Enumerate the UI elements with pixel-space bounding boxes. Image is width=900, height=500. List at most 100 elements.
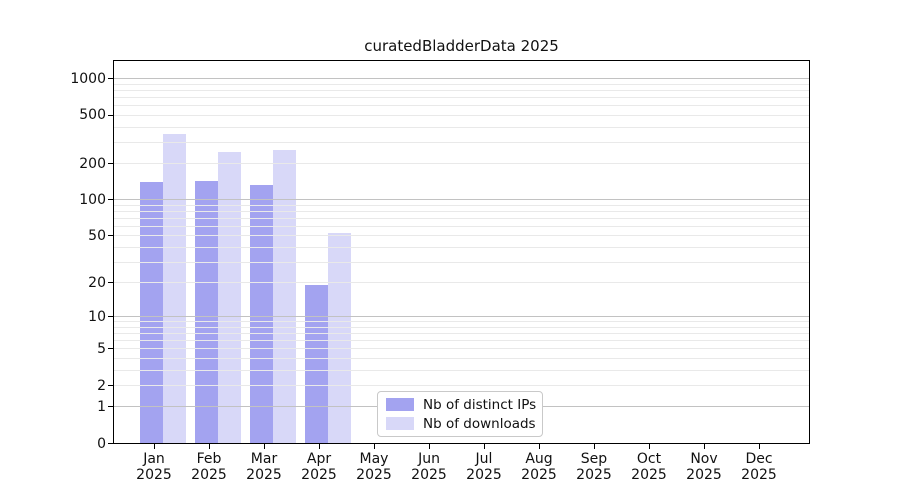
legend-swatch-distinct-ips xyxy=(386,398,414,411)
y-tick-label: 5 xyxy=(97,340,106,357)
x-tick-month: Mar xyxy=(250,451,278,467)
x-tick-mark xyxy=(758,444,760,449)
x-tick-year: 2025 xyxy=(741,467,777,483)
minor-gridline xyxy=(113,348,810,350)
legend-item-distinct-ips: Nb of distinct IPs xyxy=(386,396,537,413)
x-tick-year: 2025 xyxy=(301,467,337,483)
x-tick-label: Feb 2025 xyxy=(177,451,241,483)
y-tick-mark xyxy=(108,443,113,444)
x-tick-label: May 2025 xyxy=(342,451,406,483)
minor-gridline xyxy=(113,282,810,284)
y-tick-label: 100 xyxy=(79,191,106,208)
x-tick-year: 2025 xyxy=(356,467,392,483)
y-tick-mark xyxy=(108,163,113,165)
major-gridline xyxy=(113,199,810,201)
minor-gridline xyxy=(113,204,810,206)
x-tick-year: 2025 xyxy=(686,467,722,483)
y-tick-label: 500 xyxy=(79,107,106,124)
y-tick-label: 50 xyxy=(88,227,106,244)
x-tick-label: Jan 2025 xyxy=(122,451,186,483)
bar-distinct-ips-mar xyxy=(250,185,273,444)
x-tick-mark xyxy=(538,444,540,449)
x-tick-year: 2025 xyxy=(631,467,667,483)
major-gridline xyxy=(113,316,810,318)
x-tick-mark xyxy=(428,444,430,449)
x-tick-mark xyxy=(318,444,320,449)
x-tick-mark xyxy=(703,444,705,449)
y-tick-mark xyxy=(108,78,113,80)
minor-gridline xyxy=(113,141,810,143)
y-tick-mark xyxy=(108,385,113,387)
minor-gridline xyxy=(113,327,810,329)
legend: Nb of distinct IPs Nb of downloads xyxy=(377,391,543,437)
y-tick-mark xyxy=(108,114,113,116)
y-tick-mark xyxy=(108,282,113,284)
x-tick-mark xyxy=(153,444,155,449)
legend-swatch-downloads xyxy=(386,417,414,430)
bar-downloads-feb xyxy=(218,151,241,444)
x-tick-label: Jul 2025 xyxy=(452,451,516,483)
minor-gridline xyxy=(113,226,810,228)
minor-gridline xyxy=(113,385,810,387)
minor-gridline xyxy=(113,247,810,248)
legend-label-downloads: Nb of downloads xyxy=(423,415,536,432)
x-tick-label: Aug 2025 xyxy=(507,451,571,483)
y-tick-label: 0 xyxy=(97,435,106,452)
bar-downloads-apr xyxy=(328,232,351,444)
minor-gridline xyxy=(113,369,810,371)
minor-gridline xyxy=(113,105,810,107)
x-tick-mark xyxy=(483,444,485,449)
bar-distinct-ips-jan xyxy=(140,181,163,444)
y-tick-label: 2 xyxy=(97,377,106,394)
legend-label-distinct-ips: Nb of distinct IPs xyxy=(423,396,537,413)
y-tick-mark xyxy=(108,348,113,350)
x-tick-month: Jul xyxy=(475,451,493,467)
minor-gridline xyxy=(113,261,810,263)
y-tick-mark xyxy=(108,235,113,237)
y-tick-mark xyxy=(108,199,113,201)
x-tick-label: Mar 2025 xyxy=(232,451,296,483)
minor-gridline xyxy=(113,333,810,335)
bar-distinct-ips-feb xyxy=(195,180,218,444)
x-tick-month: Feb xyxy=(196,451,222,467)
chart-title: curatedBladderData 2025 xyxy=(364,37,559,55)
bar-downloads-mar xyxy=(273,149,296,444)
x-tick-month: Aug xyxy=(525,451,553,467)
x-tick-mark xyxy=(373,444,375,449)
x-tick-month: Oct xyxy=(636,451,662,467)
x-tick-label: Jun 2025 xyxy=(397,451,461,483)
minor-gridline xyxy=(113,211,810,213)
y-tick-label: 1000 xyxy=(70,70,106,87)
major-gridline xyxy=(113,78,810,80)
x-tick-year: 2025 xyxy=(521,467,557,483)
x-tick-year: 2025 xyxy=(466,467,502,483)
minor-gridline xyxy=(113,90,810,92)
x-tick-mark xyxy=(593,444,595,449)
minor-gridline xyxy=(113,235,810,237)
minor-gridline xyxy=(113,126,810,128)
legend-item-downloads: Nb of downloads xyxy=(386,415,536,432)
x-tick-month: Dec xyxy=(745,451,773,467)
y-tick-mark xyxy=(108,316,113,318)
minor-gridline xyxy=(113,358,810,360)
x-tick-label: Apr 2025 xyxy=(287,451,351,483)
y-tick-mark xyxy=(108,406,113,408)
x-tick-year: 2025 xyxy=(246,467,282,483)
minor-gridline xyxy=(113,163,810,165)
bar-downloads-jan xyxy=(163,134,186,444)
minor-gridline xyxy=(113,83,810,85)
x-tick-label: Nov 2025 xyxy=(672,451,736,483)
x-tick-mark xyxy=(263,444,265,449)
x-tick-mark xyxy=(208,444,210,449)
x-tick-month: May xyxy=(359,451,389,467)
x-tick-year: 2025 xyxy=(191,467,227,483)
x-tick-label: Oct 2025 xyxy=(617,451,681,483)
bar-distinct-ips-apr xyxy=(305,285,328,444)
x-tick-label: Dec 2025 xyxy=(727,451,791,483)
y-tick-label: 1 xyxy=(97,398,106,415)
minor-gridline xyxy=(113,340,810,342)
x-tick-month: Nov xyxy=(690,451,718,467)
minor-gridline xyxy=(113,321,810,323)
x-tick-month: Jan xyxy=(143,451,165,467)
